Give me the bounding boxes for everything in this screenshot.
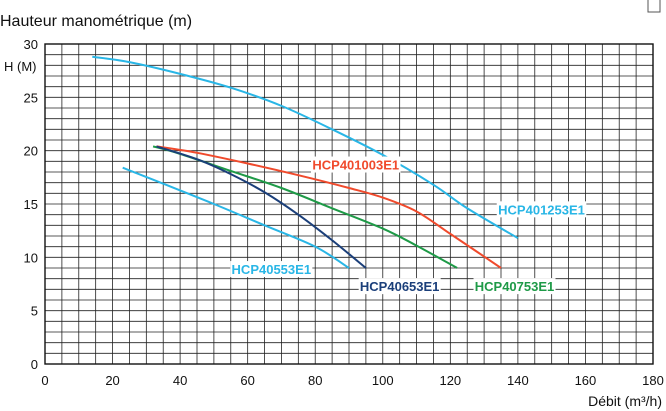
x-tick-label: 40 — [173, 373, 187, 388]
x-tick-label: 20 — [105, 373, 119, 388]
x-tick-label: 100 — [372, 373, 394, 388]
series-line-hcp40653e1 — [156, 145, 367, 269]
y-tick-label: 25 — [24, 90, 38, 105]
x-tick-label: 140 — [507, 373, 529, 388]
y-tick-label: 20 — [24, 144, 38, 159]
y-tick-label: 10 — [24, 250, 38, 265]
series-label-hcp401253e1: HCP401253E1 — [496, 201, 587, 218]
series-line-hcp401003e1 — [156, 145, 502, 269]
series-line-hcp40753e1 — [152, 145, 458, 269]
x-axis-label: Débit (m³/h) — [588, 393, 662, 409]
x-tick-label: 120 — [439, 373, 461, 388]
plot-border — [44, 43, 654, 365]
series-label-background — [358, 278, 441, 295]
series-label-text: HCP401253E1 — [498, 202, 585, 217]
chart-series — [92, 55, 519, 269]
y-tick-label: 0 — [31, 357, 38, 372]
y-axis-label: H (M) — [4, 59, 37, 74]
series-labels: HCP401253E1 HCP401003E1 HCP40753E1 HCP40653… — [230, 156, 587, 295]
series-label-hcp40753e1: HCP40753E1 — [473, 278, 556, 295]
x-tick-label: 80 — [308, 373, 322, 388]
x-axis-ticks: 0 20 40 60 80 100 120 140 160 180 — [41, 373, 663, 388]
series-label-text: HCP40753E1 — [475, 279, 555, 294]
chart-axes — [44, 43, 654, 365]
y-axis-ticks: 0 5 10 15 20 25 30 — [24, 37, 38, 372]
series-label-hcp40553e1: HCP40553E1 — [230, 261, 313, 278]
series-label-hcp40653e1: HCP40653E1 — [358, 278, 441, 295]
x-tick-label: 160 — [575, 373, 597, 388]
x-tick-label: 60 — [240, 373, 254, 388]
y-tick-label: 15 — [24, 197, 38, 212]
series-label-background — [310, 156, 401, 173]
chart-title: Hauteur manométrique (m) — [0, 13, 192, 30]
corner-bracket-icon — [647, 0, 661, 13]
series-label-background — [230, 261, 313, 278]
series-label-text: HCP40653E1 — [360, 279, 440, 294]
y-tick-label: 5 — [31, 304, 38, 319]
series-label-background — [496, 201, 587, 218]
y-tick-label: 30 — [24, 37, 38, 52]
series-label-text: HCP40553E1 — [232, 262, 312, 277]
series-line-hcp401253e1 — [92, 55, 519, 239]
x-tick-label: 0 — [41, 373, 48, 388]
series-line-hcp40553e1 — [122, 166, 350, 269]
series-label-text: HCP401003E1 — [312, 158, 399, 173]
series-label-hcp401003e1: HCP401003E1 — [310, 156, 401, 173]
series-label-background — [473, 278, 556, 295]
x-tick-label: 180 — [642, 373, 664, 388]
